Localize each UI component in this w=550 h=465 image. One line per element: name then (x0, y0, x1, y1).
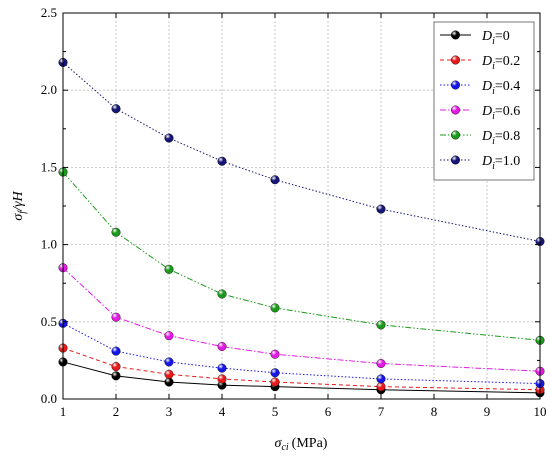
data-point (164, 369, 174, 379)
legend-marker (451, 30, 461, 40)
legend-item: Di=0.8 (440, 129, 520, 147)
data-point (217, 374, 227, 384)
legend-box (433, 21, 535, 181)
legend-label: Di=0.4 (481, 79, 520, 97)
data-point (164, 264, 174, 274)
legend: Di=0 Di=0.2 Di=0.4 Di=0.6 Di=0.8 Di=1.0 (433, 21, 535, 181)
data-point (164, 377, 174, 387)
data-point (217, 289, 227, 299)
x-tick-label: 5 (272, 404, 279, 419)
data-point (376, 358, 386, 368)
data-point (111, 312, 121, 322)
legend-label: Di=0.8 (481, 129, 520, 147)
x-tick-label: 2 (113, 404, 120, 419)
data-point (164, 133, 174, 143)
legend-marker (451, 80, 461, 90)
data-point (270, 175, 280, 185)
data-point (111, 362, 121, 372)
data-point (111, 227, 121, 237)
data-point (270, 377, 280, 387)
legend-label: Di=0.2 (481, 54, 520, 72)
x-tick-label: 6 (325, 404, 332, 419)
legend-marker (451, 105, 461, 115)
data-point (270, 349, 280, 359)
data-point (217, 363, 227, 373)
legend-item: Di=0.4 (440, 79, 520, 97)
data-point (376, 382, 386, 392)
x-axis-title: σci (MPa) (275, 436, 328, 453)
y-tick-label: 2.5 (41, 5, 57, 20)
x-tick-label: 10 (534, 404, 547, 419)
data-point (376, 204, 386, 214)
data-point (270, 303, 280, 313)
x-tick-label: 8 (431, 404, 438, 419)
y-tick-label: 0.0 (41, 391, 57, 406)
data-point (111, 104, 121, 114)
y-tick-label: 0.5 (41, 314, 57, 329)
legend-item: Di=0 (440, 29, 510, 47)
series-3 (58, 263, 545, 376)
data-point (376, 320, 386, 330)
legend-label: Di=1.0 (481, 154, 520, 172)
x-tick-label: 4 (219, 404, 226, 419)
y-axis-title: σf/γH (11, 191, 28, 221)
legend-marker (451, 155, 461, 165)
x-tick-label: 7 (378, 404, 385, 419)
legend-label: Di=0 (481, 29, 510, 47)
legend-label: Di=0.6 (481, 104, 520, 122)
legend-item: Di=0.2 (440, 54, 520, 72)
x-tick-label: 9 (484, 404, 491, 419)
series-5 (58, 57, 545, 247)
x-tick-label: 1 (60, 404, 67, 419)
series-layer (58, 57, 545, 398)
data-point (111, 346, 121, 356)
legend-item: Di=1.0 (440, 154, 520, 172)
series-2 (58, 318, 545, 389)
y-tick-label: 1.5 (41, 159, 57, 174)
legend-marker (451, 130, 461, 140)
y-axis: 0.0 0.5 1.0 1.5 2.0 2.5 (41, 5, 540, 406)
x-axis: 1 2 3 4 5 6 7 8 9 10 (60, 13, 547, 419)
data-point (217, 342, 227, 352)
data-point (164, 331, 174, 341)
legend-marker (451, 55, 461, 65)
y-tick-label: 2.0 (41, 82, 57, 97)
data-point (164, 357, 174, 367)
x-tick-label: 3 (166, 404, 173, 419)
data-point (270, 368, 280, 378)
legend-item: Di=0.6 (440, 104, 520, 122)
data-point (376, 374, 386, 384)
data-point (217, 156, 227, 166)
data-point (111, 371, 121, 381)
y-tick-label: 1.0 (41, 237, 57, 252)
